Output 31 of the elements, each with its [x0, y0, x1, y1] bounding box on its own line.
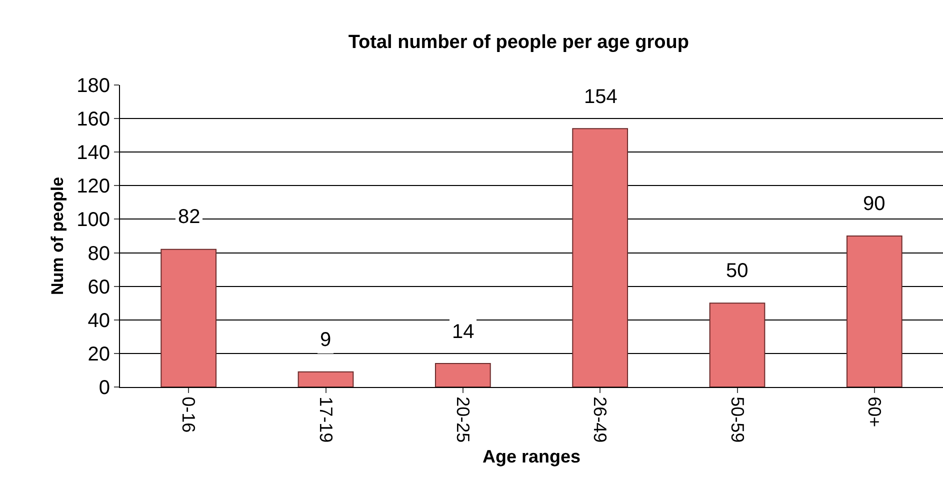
bar [160, 248, 217, 387]
bar [572, 128, 628, 387]
x-tick-label: 50-59 [727, 396, 748, 443]
y-tick-label: 140 [76, 142, 110, 164]
y-tick-label: 0 [98, 377, 110, 399]
x-tick-label: 20-25 [453, 396, 474, 443]
chart-title: Total number of people per age group [348, 32, 689, 54]
data-label: 14 [452, 321, 474, 343]
y-tick-label: 160 [76, 108, 110, 131]
y-tick-label: 100 [76, 209, 110, 232]
y-tick-label: 60 [88, 276, 110, 298]
y-tick-label: 80 [88, 242, 110, 265]
data-label: 90 [863, 193, 886, 215]
data-label: 82 [178, 206, 200, 228]
bar [846, 236, 902, 387]
y-axis-title: Num of people [48, 176, 68, 296]
data-label: 154 [584, 86, 618, 108]
data-label: 9 [320, 329, 332, 351]
x-axis-title: Age ranges [482, 446, 581, 467]
x-tick-label: 17-19 [316, 396, 336, 443]
bar [434, 363, 491, 387]
x-tick-label: 0-16 [178, 396, 199, 433]
bar [709, 302, 766, 387]
y-tick-label: 120 [76, 176, 110, 198]
y-tick-label: 20 [88, 343, 110, 366]
x-tick-label: 60+ [864, 396, 885, 428]
bar [298, 371, 354, 387]
y-tick-label: 40 [88, 310, 110, 332]
data-label: 50 [726, 260, 748, 282]
y-tick-label: 180 [76, 75, 110, 97]
x-tick-label: 26-49 [590, 396, 610, 443]
